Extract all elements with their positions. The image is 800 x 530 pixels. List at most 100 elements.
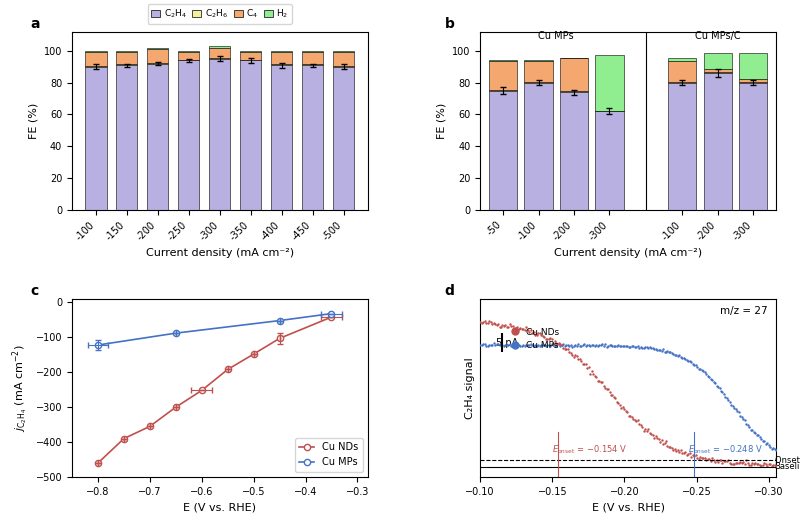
Point	[475, 319, 488, 327]
Point	[718, 456, 730, 465]
Point	[513, 325, 526, 333]
Point	[678, 354, 690, 363]
Point	[506, 340, 519, 349]
Point	[768, 445, 781, 454]
Bar	[595, 111, 623, 210]
Point	[734, 412, 746, 420]
Point	[557, 344, 570, 352]
Point	[646, 344, 659, 352]
Point	[735, 413, 748, 421]
Point	[679, 355, 692, 363]
Bar	[489, 91, 518, 210]
Point	[598, 340, 611, 348]
Point	[566, 343, 578, 351]
Point	[518, 341, 531, 350]
Point	[514, 341, 526, 350]
Point	[572, 355, 585, 364]
Point	[576, 341, 589, 349]
Point	[609, 342, 622, 350]
Bar	[739, 82, 767, 83]
Point	[733, 408, 746, 417]
Point	[765, 462, 778, 470]
Bar	[489, 60, 518, 61]
Point	[746, 426, 758, 435]
Point	[612, 399, 625, 407]
Point	[544, 341, 557, 350]
Point	[553, 339, 566, 348]
Point	[694, 365, 706, 374]
Point	[679, 448, 692, 456]
Bar	[147, 48, 169, 49]
Point	[744, 461, 757, 470]
Point	[526, 340, 538, 349]
Bar	[117, 65, 138, 210]
Text: 5 pA: 5 pA	[496, 338, 518, 348]
Point	[617, 403, 630, 411]
Point	[538, 340, 550, 349]
Point	[598, 384, 611, 392]
Point	[545, 335, 558, 343]
Point	[638, 343, 650, 352]
Cu MPs	[326, 311, 336, 317]
Point	[692, 364, 705, 373]
Point	[586, 341, 599, 349]
Point	[607, 342, 620, 350]
Point	[523, 328, 536, 336]
Point	[627, 415, 640, 423]
Bar	[86, 51, 106, 52]
Legend: C$_2$H$_4$, C$_2$H$_6$, C$_4$, H$_2$: C$_2$H$_4$, C$_2$H$_6$, C$_4$, H$_2$	[147, 4, 292, 24]
Point	[638, 427, 650, 435]
Point	[502, 341, 515, 349]
Point	[762, 440, 775, 449]
Point	[697, 367, 710, 376]
Point	[627, 342, 640, 350]
Point	[698, 368, 711, 376]
Bar	[334, 67, 354, 210]
Point	[746, 459, 758, 467]
Point	[474, 341, 486, 349]
Point	[688, 360, 701, 369]
Point	[539, 342, 552, 350]
Point	[605, 390, 618, 399]
Point	[600, 385, 613, 394]
Bar	[240, 60, 262, 210]
Point	[670, 350, 683, 359]
Point	[582, 341, 595, 349]
Point	[630, 342, 642, 351]
Point	[591, 341, 604, 350]
Point	[578, 360, 590, 368]
Point	[590, 341, 602, 350]
Point	[735, 459, 748, 467]
Bar	[178, 60, 199, 210]
Point	[546, 339, 559, 347]
Bar	[524, 83, 553, 210]
Point	[725, 400, 738, 409]
Text: $E_{\rm onset}$ = $-$0.248 V: $E_{\rm onset}$ = $-$0.248 V	[688, 444, 763, 456]
Point	[560, 344, 573, 353]
Point	[645, 344, 658, 353]
Bar	[668, 83, 697, 210]
Point	[508, 324, 521, 333]
Bar	[334, 51, 354, 52]
Point	[640, 343, 653, 351]
Point	[618, 342, 630, 350]
Point	[565, 341, 578, 349]
Point	[673, 351, 686, 360]
Cu NDs	[249, 351, 258, 357]
Point	[695, 366, 708, 375]
Point	[655, 347, 668, 355]
Point	[738, 416, 751, 424]
Point	[539, 334, 552, 343]
Point	[690, 361, 702, 369]
Point	[682, 357, 694, 365]
Point	[636, 343, 649, 352]
Point	[666, 444, 678, 453]
Point	[626, 413, 638, 421]
Point	[697, 454, 710, 462]
Point	[716, 458, 729, 467]
Point	[575, 341, 588, 350]
Point	[686, 359, 699, 368]
Point	[617, 341, 630, 350]
Point	[475, 340, 488, 349]
Cu NDs	[119, 436, 129, 442]
